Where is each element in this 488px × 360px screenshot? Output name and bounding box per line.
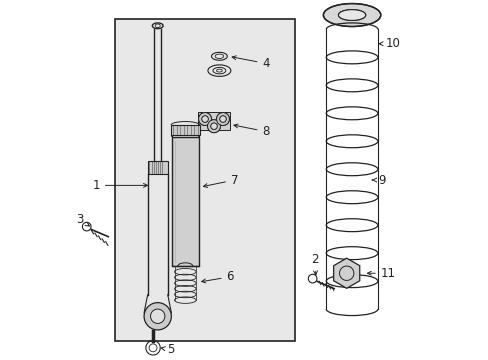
Text: 8: 8 xyxy=(233,124,269,138)
Text: 9: 9 xyxy=(371,174,385,186)
Circle shape xyxy=(198,113,211,126)
Circle shape xyxy=(216,113,229,126)
Bar xyxy=(171,125,199,135)
Text: 7: 7 xyxy=(203,174,238,188)
Circle shape xyxy=(144,303,171,330)
Text: 1: 1 xyxy=(92,179,147,192)
Text: 5: 5 xyxy=(161,343,174,356)
Bar xyxy=(147,161,167,174)
Bar xyxy=(171,137,199,266)
Circle shape xyxy=(207,120,220,133)
Polygon shape xyxy=(198,112,230,130)
Polygon shape xyxy=(333,258,359,288)
Ellipse shape xyxy=(323,4,380,27)
Text: 11: 11 xyxy=(366,267,395,280)
Text: 6: 6 xyxy=(201,270,234,283)
Circle shape xyxy=(150,309,164,323)
Text: 3: 3 xyxy=(76,213,89,226)
Text: 10: 10 xyxy=(379,37,400,50)
Text: 4: 4 xyxy=(232,56,269,70)
Circle shape xyxy=(219,116,226,122)
Circle shape xyxy=(207,120,220,133)
Bar xyxy=(115,19,294,341)
Circle shape xyxy=(219,116,226,122)
Circle shape xyxy=(210,123,217,130)
Circle shape xyxy=(202,116,208,122)
Text: 2: 2 xyxy=(310,253,318,275)
Circle shape xyxy=(216,113,229,126)
Circle shape xyxy=(202,116,208,122)
Circle shape xyxy=(210,123,217,130)
Circle shape xyxy=(198,113,211,126)
Ellipse shape xyxy=(338,10,365,21)
